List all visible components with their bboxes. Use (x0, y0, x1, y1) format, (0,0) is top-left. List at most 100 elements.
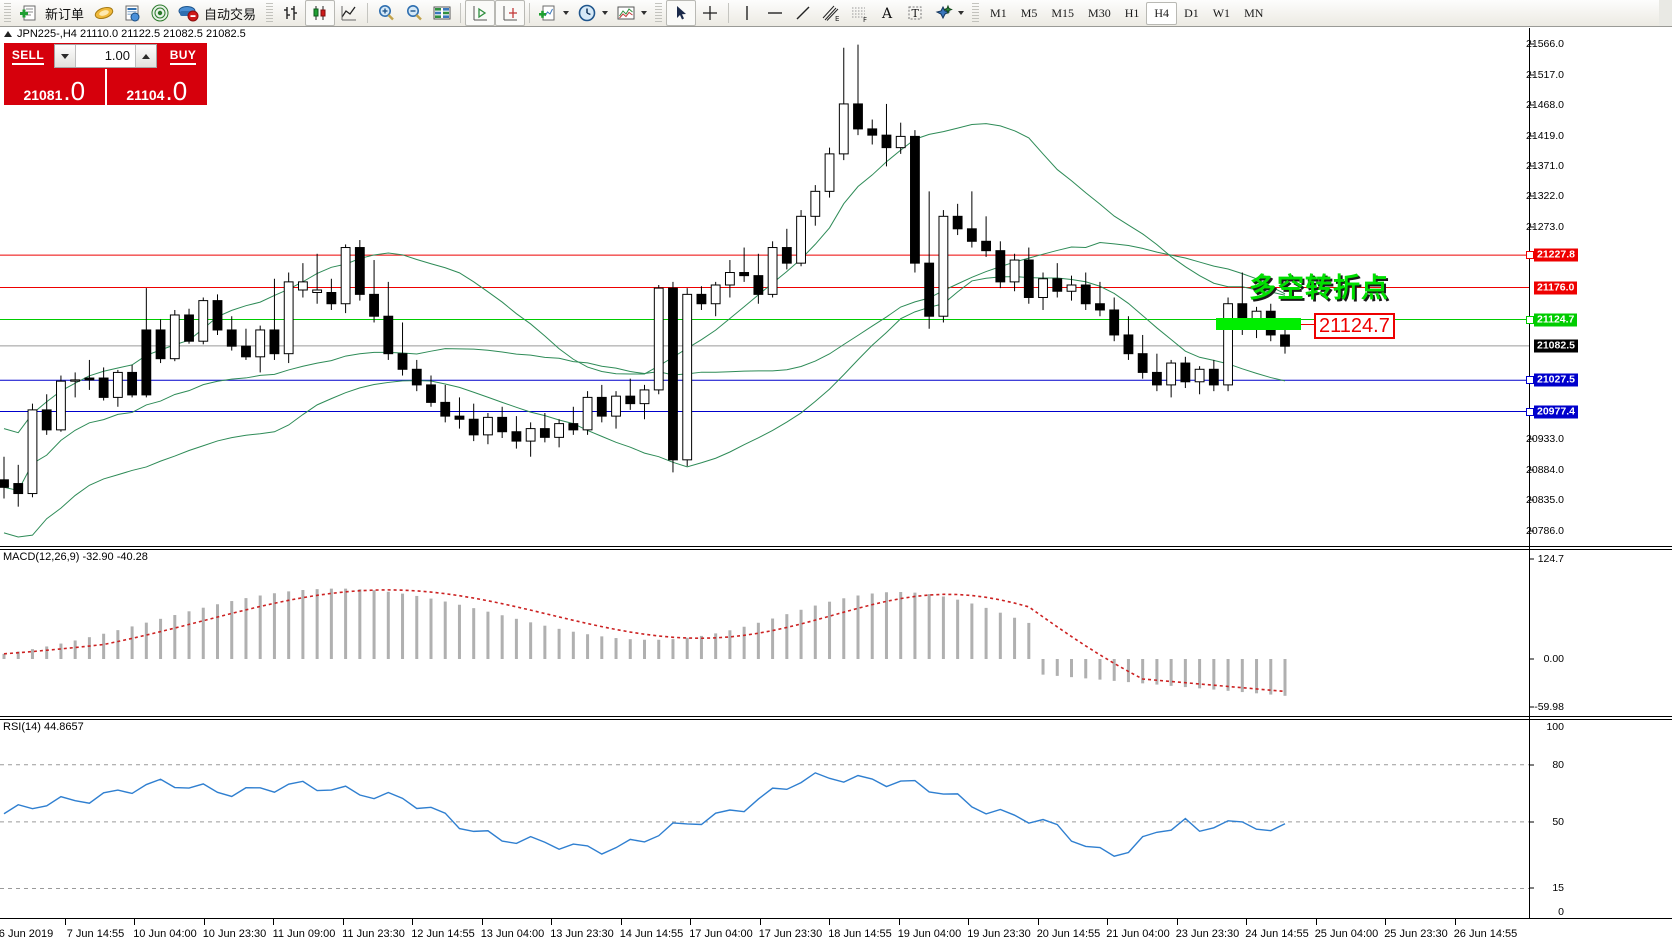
zoom-in-icon[interactable] (372, 1, 400, 25)
time-axis-separator (203, 919, 205, 925)
price-axis-tick: 20884.0 (1526, 463, 1564, 476)
macd-indicator-label: MACD(12,26,9) -32.90 -40.28 (3, 551, 148, 563)
timeframe-m5[interactable]: M5 (1020, 5, 1038, 20)
buy-price[interactable]: 21104 .0 (107, 69, 208, 105)
time-axis-separator (1176, 919, 1178, 925)
time-axis-separator (342, 919, 344, 925)
horizontal-line-icon[interactable] (761, 1, 789, 25)
data-window-icon[interactable] (118, 1, 146, 25)
time-axis-separator (64, 919, 66, 925)
time-axis-tick: 12 Jun 14:55 (411, 928, 475, 940)
time-axis-tick: 24 Jun 14:55 (1245, 928, 1309, 940)
timeframe-m30[interactable]: M30 (1088, 5, 1111, 20)
period-dropdown-caret[interactable] (602, 11, 609, 15)
sell-button[interactable]: SELL (4, 43, 52, 69)
templates2-dropdown-caret[interactable] (641, 11, 648, 15)
sell-price-integer: 21081 (23, 87, 63, 103)
new-order-icon[interactable] (15, 1, 43, 25)
timeframe-mn[interactable]: MN (1244, 5, 1264, 20)
templates-icon[interactable] (90, 1, 118, 25)
highlight-marker[interactable] (1216, 318, 1301, 330)
rsi-axis-tick-mark (1529, 887, 1534, 889)
time-axis-separator (412, 919, 414, 925)
volume-increase-button[interactable] (135, 45, 156, 67)
cursor-icon[interactable] (666, 0, 697, 26)
annotation-price-box[interactable]: 21124.7 (1314, 313, 1395, 339)
new-order-label[interactable]: 新订单 (45, 6, 85, 22)
text-icon[interactable]: A (873, 1, 901, 25)
macd-chart-canvas[interactable] (0, 551, 1529, 715)
text-label-icon[interactable]: T (901, 1, 929, 25)
price-level-badge[interactable]: 21227.8 (1534, 248, 1578, 262)
price-level-badge[interactable]: 20977.4 (1534, 405, 1578, 418)
toolbar-grip[interactable] (4, 3, 11, 23)
trade-panel-divider (104, 69, 107, 105)
equidistant-channel-icon[interactable]: E (817, 1, 845, 25)
autotrade-label[interactable]: 自动交易 (204, 6, 257, 22)
toolbar-grip-3[interactable] (655, 3, 663, 23)
timeframe-m15[interactable]: M15 (1051, 5, 1075, 20)
fibonacci-icon[interactable]: F (845, 1, 873, 25)
time-axis-separator (968, 919, 970, 925)
price-level-badge[interactable]: 21124.7 (1534, 313, 1578, 327)
zoom-out-icon[interactable] (400, 1, 428, 25)
line-chart-icon[interactable] (335, 1, 363, 25)
trendline-icon[interactable] (789, 1, 817, 25)
price-level-badge[interactable]: 21176.0 (1534, 281, 1578, 294)
bar-chart-icon[interactable] (277, 1, 305, 25)
timeframe-m1[interactable]: M1 (990, 5, 1007, 20)
objects-icon[interactable] (929, 1, 957, 25)
rsi-axis-tick-mark (1529, 764, 1534, 766)
collapse-triangle-icon[interactable] (4, 31, 12, 37)
volume-decrease-button[interactable] (55, 45, 76, 67)
objects-dropdown-caret[interactable] (958, 11, 965, 15)
timeframe-h1[interactable]: H1 (1124, 5, 1140, 20)
price-axis-tick: 21517.0 (1526, 68, 1564, 81)
time-axis-tick: 11 Jun 23:30 (342, 928, 405, 940)
toolbar-scrollbar[interactable] (1659, 0, 1672, 26)
rsi-chart-canvas[interactable] (0, 721, 1529, 917)
toolbar-grip-4[interactable] (972, 3, 980, 23)
grid-icon[interactable] (428, 1, 456, 25)
timeframe-h4[interactable]: H4 (1146, 1, 1178, 25)
toolbar-grip-2[interactable] (266, 3, 274, 23)
price-level-handle[interactable] (1526, 407, 1534, 416)
rsi-axis-tick: 80 (1552, 758, 1564, 771)
rsi-axis-tick: 0 (1558, 906, 1564, 918)
volume-stepper[interactable]: 1.00 (54, 44, 157, 68)
price-axis-tick: 21468.0 (1526, 99, 1564, 112)
time-axis-tick: 6 Jun 2019 (0, 928, 54, 940)
auto-scroll-icon[interactable] (495, 0, 526, 26)
time-axis-tick: 19 Jun 23:30 (967, 928, 1031, 940)
vertical-line-icon[interactable] (733, 1, 761, 25)
volume-value[interactable]: 1.00 (104, 48, 130, 63)
indicators-icon[interactable] (534, 1, 562, 25)
buy-button[interactable]: BUY (159, 43, 207, 69)
period-clock-icon[interactable] (573, 1, 601, 25)
time-axis-tick: 13 Jun 23:30 (550, 928, 614, 940)
timeframe-w1[interactable]: W1 (1212, 5, 1231, 20)
price-level-badge[interactable]: 21027.5 (1534, 373, 1578, 387)
candlestick-icon[interactable] (305, 0, 336, 26)
chart-shift-icon[interactable] (465, 0, 496, 26)
sell-price[interactable]: 21081 .0 (4, 69, 105, 105)
sell-price-decimal: .0 (63, 75, 86, 106)
svg-text:T: T (912, 7, 920, 20)
crosshair-icon[interactable] (696, 1, 724, 25)
price-level-handle[interactable] (1526, 251, 1534, 260)
templates2-icon[interactable] (612, 1, 640, 25)
navigator-icon[interactable] (146, 1, 174, 25)
indicators-dropdown-caret[interactable] (563, 11, 570, 15)
price-level-badge[interactable]: 21082.5 (1534, 339, 1578, 353)
price-level-handle[interactable] (1526, 315, 1534, 324)
time-axis-separator (759, 919, 761, 925)
timeframe-d1[interactable]: D1 (1184, 5, 1199, 20)
autotrade-icon[interactable] (174, 1, 202, 25)
time-axis-separator (1246, 919, 1248, 925)
chart-annotation-text[interactable]: 多空转折点 (1249, 273, 1389, 304)
time-axis-separator (829, 919, 831, 925)
price-chart-canvas[interactable] (0, 29, 1529, 546)
price-level-handle[interactable] (1526, 376, 1534, 385)
price-axis-tick: 20835.0 (1526, 494, 1564, 507)
price-axis-tick-mark (1529, 135, 1534, 137)
